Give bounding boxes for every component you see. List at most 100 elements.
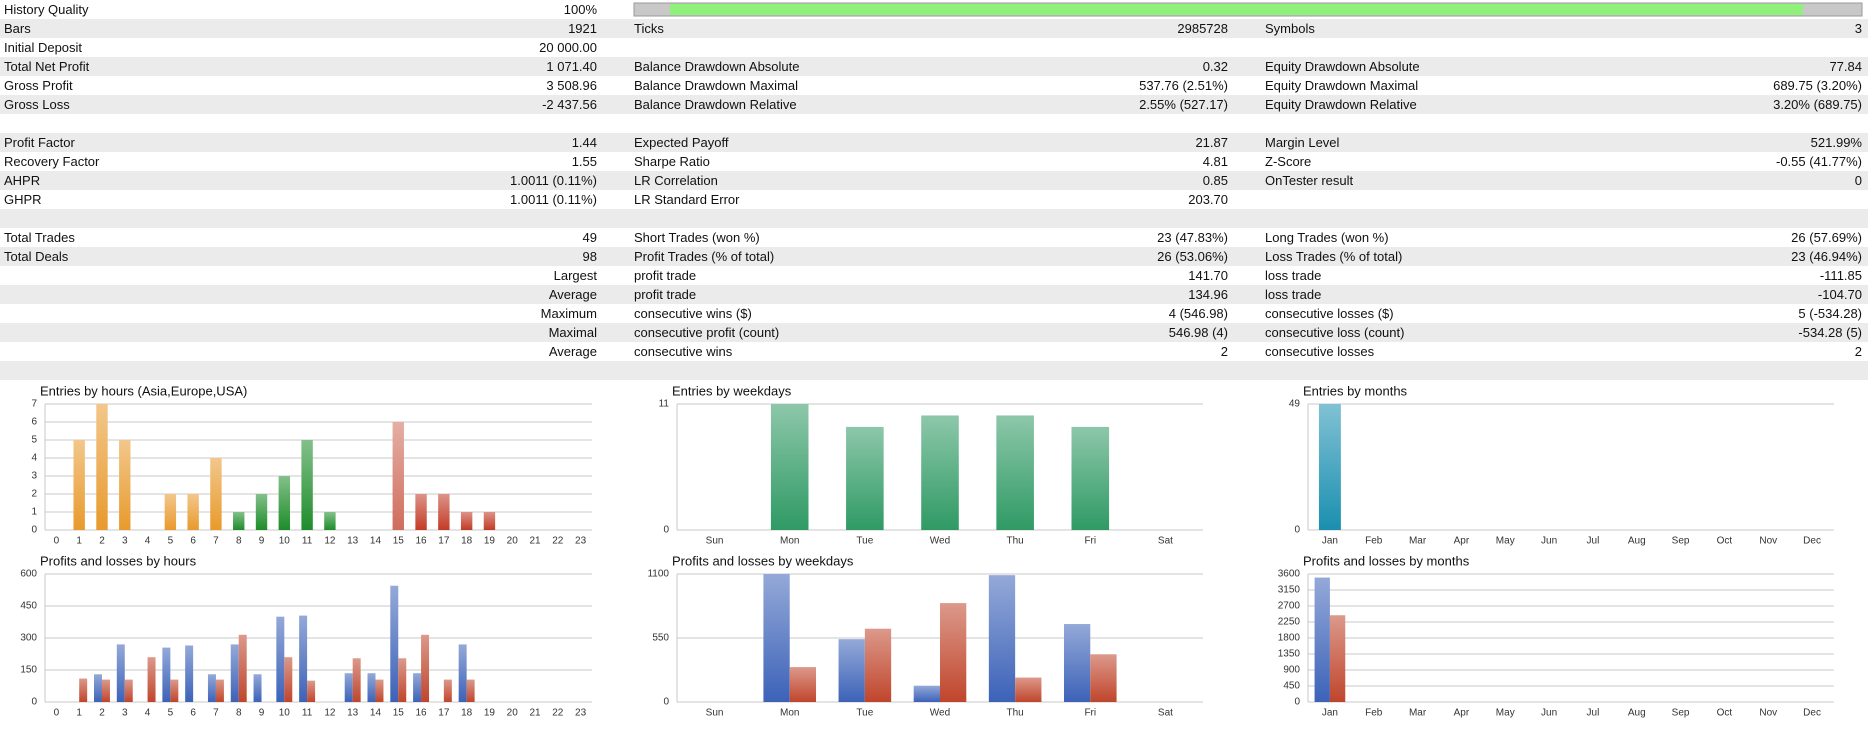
y-tick-label: 300 <box>20 633 37 644</box>
field-label: AHPR <box>4 173 40 188</box>
x-tick-label: Jan <box>1322 708 1338 719</box>
x-tick-label: Mar <box>1409 708 1427 719</box>
x-tick-label: 5 <box>168 708 174 719</box>
field-value: 21.87 <box>1195 135 1228 150</box>
field-label: Balance Drawdown Relative <box>634 97 797 112</box>
x-tick-label: Oct <box>1717 536 1733 547</box>
x-tick-label: 21 <box>529 708 541 719</box>
x-tick-label: 7 <box>213 536 219 547</box>
chart: Profits and losses by hours0150300450600… <box>20 553 592 719</box>
y-tick-label: 900 <box>1283 665 1300 676</box>
x-tick-label: Feb <box>1365 708 1383 719</box>
chart: Entries by hours (Asia,Europe,USA)012345… <box>31 383 592 547</box>
field-value: 203.70 <box>1188 192 1228 207</box>
x-tick-label: 15 <box>393 536 405 547</box>
field-label: Total Deals <box>4 249 69 264</box>
row-background <box>0 171 1868 190</box>
x-tick-label: 10 <box>279 708 291 719</box>
chart: Profits and losses by months 0 450 900 1350 1… <box>1278 553 1834 719</box>
x-tick-label: 8 <box>236 536 242 547</box>
row-background <box>0 323 1868 342</box>
bar <box>913 685 940 702</box>
bar <box>238 634 247 702</box>
x-tick-label: Sun <box>706 708 724 719</box>
field-value: 3.20% (689.75) <box>1773 97 1862 112</box>
bar <box>921 415 959 530</box>
bar <box>1090 654 1117 702</box>
field-value: 4 (546.98) <box>1169 306 1228 321</box>
field-value: 49 <box>583 230 597 245</box>
field-label: Gross Loss <box>4 97 70 112</box>
bar <box>1329 615 1346 702</box>
field-value: 546.98 (4) <box>1169 325 1228 340</box>
field-label: Equity Drawdown Maximal <box>1265 78 1418 93</box>
x-tick-label: 13 <box>347 536 359 547</box>
row-background <box>0 95 1868 114</box>
bar <box>278 476 291 530</box>
x-tick-label: Apr <box>1454 708 1470 719</box>
bar <box>101 679 110 702</box>
bar <box>838 639 865 702</box>
field-label: Long Trades (won %) <box>1265 230 1389 245</box>
y-tick-label: 5 <box>31 435 37 446</box>
field-label: Gross Profit <box>4 78 73 93</box>
bar <box>207 674 216 702</box>
bar <box>255 494 268 530</box>
bar <box>421 634 430 702</box>
y-tick-label: 0 <box>663 697 669 708</box>
bar <box>1314 577 1330 702</box>
y-tick-label: 7 <box>31 399 37 410</box>
bar <box>301 440 313 530</box>
x-tick-label: Jul <box>1587 536 1600 547</box>
bar <box>483 512 496 530</box>
field-label: Symbols <box>1265 21 1315 36</box>
bar <box>116 644 125 702</box>
bar <box>233 512 245 530</box>
y-tick-label: 11 <box>659 399 670 410</box>
field-value: Maximal <box>549 325 598 340</box>
y-tick-label: 1100 <box>647 569 669 580</box>
x-tick-label: Sun <box>706 536 724 547</box>
bar <box>460 512 473 530</box>
bar <box>390 585 399 702</box>
field-label: Total Trades <box>4 230 75 245</box>
field-value: 141.70 <box>1188 268 1228 283</box>
x-tick-label: Fri <box>1084 708 1096 719</box>
charts: Entries by hours (Asia,Europe,USA)012345… <box>20 383 1834 719</box>
field-label: consecutive profit (count) <box>634 325 779 340</box>
field-value: 23 (47.83%) <box>1157 230 1228 245</box>
field-label: Profit Trades (% of total) <box>634 249 774 264</box>
bar <box>996 415 1034 530</box>
x-tick-label: 22 <box>552 536 564 547</box>
chart: Entries by weekdays 0 11 Sun Mon Tue Wed Thu Fri… <box>659 383 1203 547</box>
chart-title: Entries by months <box>1303 383 1408 398</box>
x-tick-label: Tue <box>856 536 873 547</box>
x-tick-label: 17 <box>438 536 450 547</box>
y-tick-label: 600 <box>20 569 37 580</box>
bar <box>1015 677 1042 702</box>
x-tick-label: 16 <box>416 536 428 547</box>
row-background <box>0 380 1868 382</box>
field-value: 4.81 <box>1203 154 1228 169</box>
row-background <box>0 19 1868 38</box>
x-tick-label: 1 <box>76 708 82 719</box>
field-value: 100% <box>564 2 598 17</box>
bar <box>458 644 467 702</box>
bar <box>443 679 452 702</box>
y-tick-label: 6 <box>31 417 37 428</box>
x-tick-label: Tue <box>856 708 873 719</box>
field-value: 0 <box>1855 173 1862 188</box>
row-background <box>0 285 1868 304</box>
row-background <box>0 361 1868 380</box>
field-value: -111.85 <box>1820 268 1862 283</box>
x-tick-label: Feb <box>1365 536 1383 547</box>
field-value: 2.55% (527.17) <box>1139 97 1228 112</box>
x-tick-label: Sep <box>1672 708 1690 719</box>
x-tick-label: 13 <box>347 708 359 719</box>
x-tick-label: 18 <box>461 536 473 547</box>
x-tick-label: Sat <box>1158 708 1173 719</box>
bar <box>367 673 376 702</box>
field-value: 3 508.96 <box>546 78 597 93</box>
x-tick-label: 9 <box>259 708 265 719</box>
